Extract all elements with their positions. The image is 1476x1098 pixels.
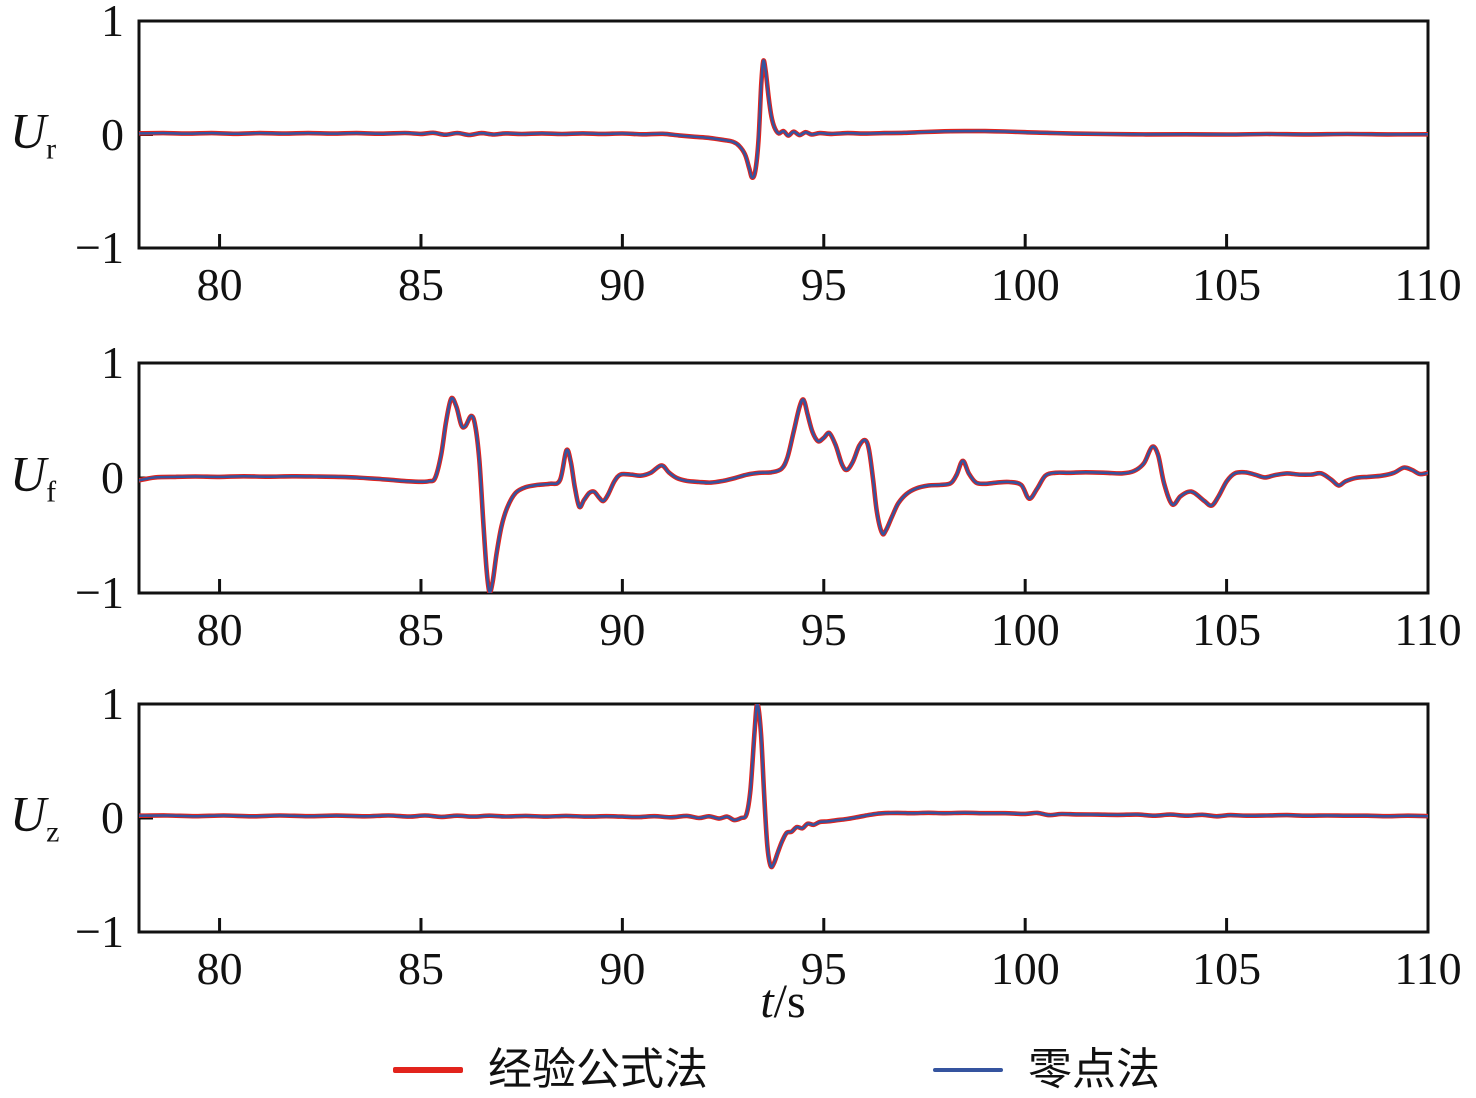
y-tick-label: −1 [75, 222, 124, 273]
legend-swatch-blue-line [933, 1068, 1003, 1072]
x-tick-label: 105 [1192, 943, 1262, 994]
x-tick-label: 100 [990, 604, 1060, 655]
series-empirical-formula [139, 395, 1428, 593]
x-tick-label: 95 [800, 259, 847, 310]
series-zero-point [139, 704, 1428, 869]
y-tick-label: 1 [101, 678, 124, 729]
axes-box [137, 702, 1430, 934]
x-tick-label: 110 [1394, 604, 1462, 655]
x-tick-label: 90 [599, 259, 646, 310]
plot-uz [137, 702, 1430, 934]
x-axis-label: t/s [760, 975, 806, 1028]
y-tick-label: 0 [101, 108, 124, 160]
x-tick-label: 85 [397, 259, 444, 310]
series-empirical-formula [139, 58, 1428, 180]
y-tick-label: −1 [75, 906, 124, 957]
y-axis-label-uf: Uf [10, 445, 57, 509]
legend-label: 零点法 [1028, 1045, 1160, 1094]
y-axis-label-uz: Uz [10, 785, 60, 849]
legend-label: 经验公式法 [488, 1045, 708, 1094]
x-tick-label: 90 [599, 604, 646, 655]
legend-swatch-red-line [393, 1067, 463, 1073]
x-tick-label: 85 [397, 604, 444, 655]
y-tick-label: 0 [101, 452, 124, 503]
y-tick-label: 1 [101, 0, 124, 46]
x-tick-label: 80 [196, 604, 243, 655]
legend-item-empirical-formula: 经验公式法 [393, 1042, 708, 1098]
x-tick-label: 100 [990, 259, 1060, 310]
x-tick-label: 110 [1394, 259, 1462, 310]
plot-uf [137, 361, 1430, 595]
x-tick-label: 100 [990, 943, 1060, 994]
y-tick-label: 0 [101, 792, 124, 843]
x-tick-label: 110 [1394, 943, 1462, 994]
x-tick-label: 95 [800, 943, 847, 994]
series-empirical-formula [139, 704, 1428, 870]
series-zero-point [139, 59, 1428, 179]
x-tick-label: 105 [1192, 604, 1262, 655]
y-axis-label-ur: Ur [10, 102, 57, 165]
x-tick-label: 80 [196, 943, 243, 994]
plot-ur [137, 19, 1430, 250]
series-zero-point [139, 396, 1428, 593]
x-tick-label: 85 [397, 943, 444, 994]
x-tick-label: 90 [599, 943, 646, 994]
x-tick-label: 95 [800, 604, 847, 655]
y-tick-label: −1 [75, 567, 124, 618]
legend-item-zero-point: 零点法 [933, 1042, 1160, 1098]
y-tick-label: 1 [101, 337, 124, 388]
x-tick-label: 80 [196, 259, 243, 310]
x-tick-label: 105 [1192, 259, 1262, 310]
